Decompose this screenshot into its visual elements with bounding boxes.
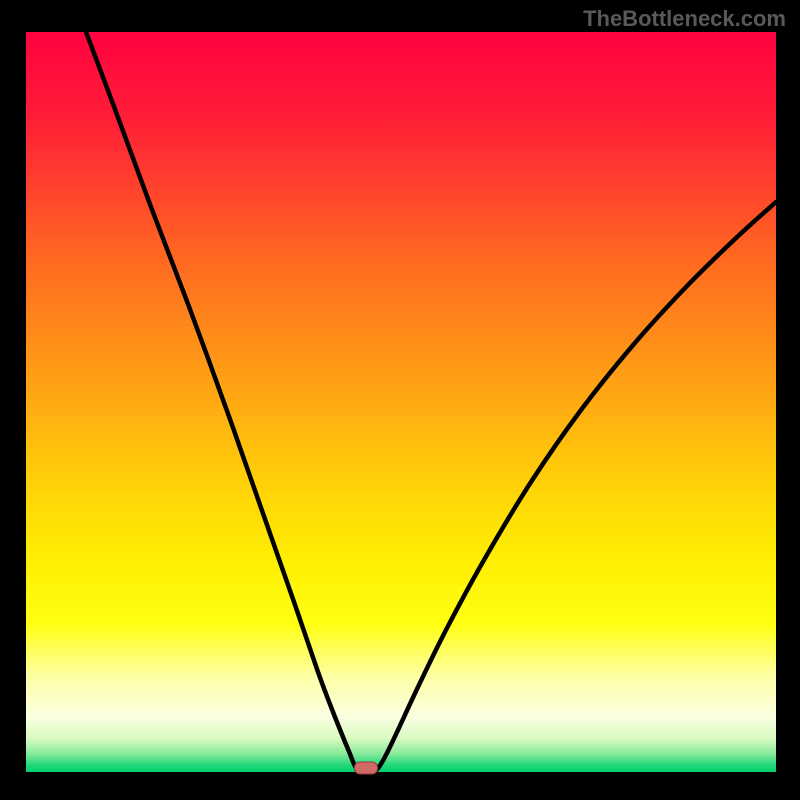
watermark-text: TheBottleneck.com (583, 6, 786, 32)
chart-frame: TheBottleneck.com (0, 0, 800, 800)
curve-left-branch (86, 32, 360, 771)
plot-area (26, 32, 776, 772)
curve-right-branch (375, 202, 776, 771)
optimum-marker (354, 762, 378, 775)
bottleneck-curve (26, 32, 776, 772)
